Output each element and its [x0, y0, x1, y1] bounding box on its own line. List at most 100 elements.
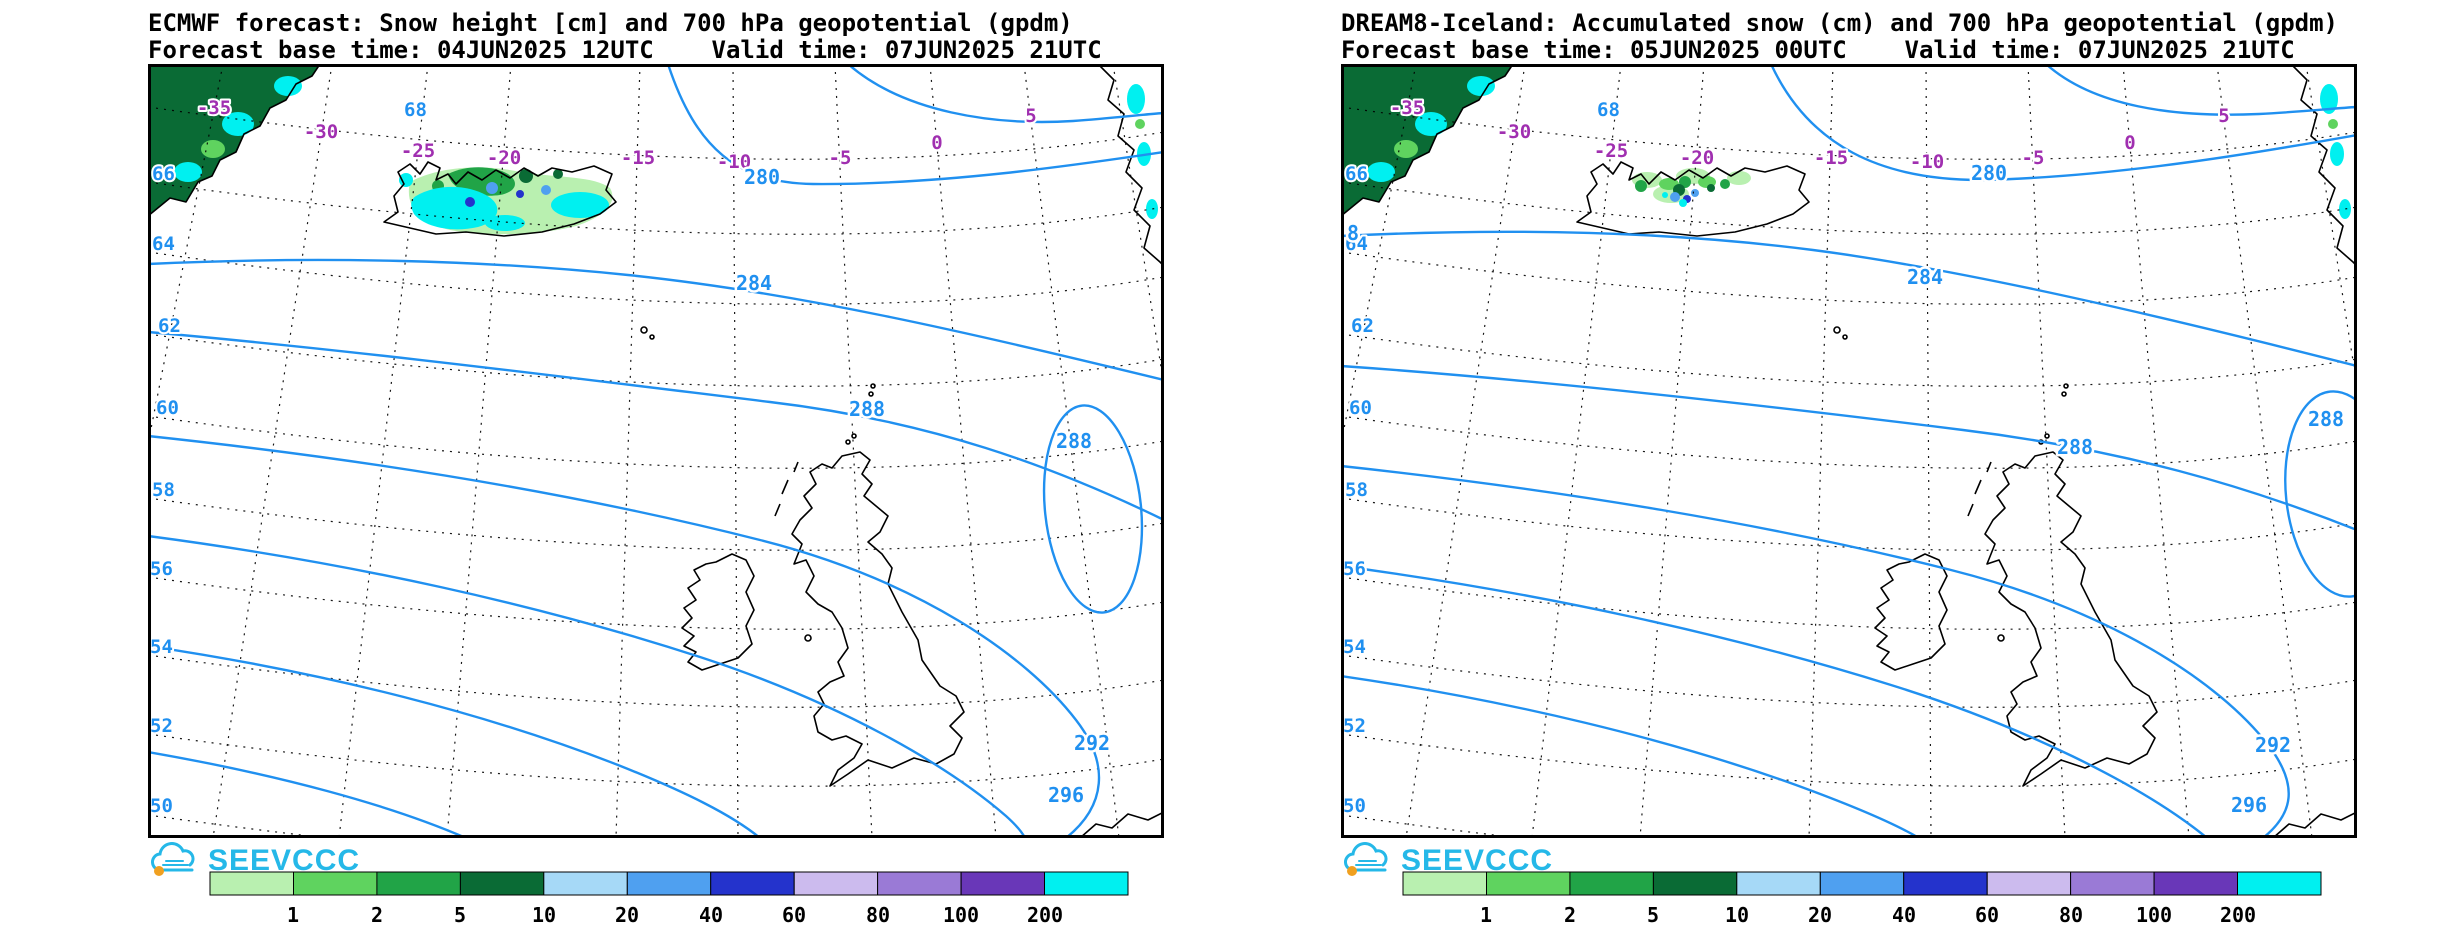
legend-tick: 10 [532, 903, 556, 927]
legend-swatch [1652, 871, 1738, 896]
lat-label: 58 [1345, 479, 1368, 501]
legend-swatch [626, 871, 712, 896]
lon-label: -35 [1390, 97, 1424, 119]
lon-label: -15 [621, 147, 655, 169]
longitude-labels: -35 -30 -25 -20 -15 -10 -5 0 5 [195, 95, 1039, 175]
shared-coastlines [1341, 64, 2357, 838]
contour-label: 292 [1074, 731, 1110, 755]
map-title: ECMWF forecast: Snow height [cm] and 700… [148, 9, 1073, 37]
legend-tick: 60 [782, 903, 806, 927]
legend-tick: 80 [866, 903, 890, 927]
panel-ecmwf: ECMWF forecast: Snow height [cm] and 700… [148, 0, 1164, 927]
legend-swatch [710, 871, 795, 896]
lon-label: 0 [2124, 132, 2135, 154]
legend-tick-labels: 1 2 5 10 20 40 60 80 100 200 [1480, 903, 2256, 927]
legend-tick: 20 [615, 903, 639, 927]
lat-label: 62 [1351, 315, 1374, 337]
contour-label: 292 [2255, 733, 2291, 757]
lat-label: 52 [1343, 715, 1366, 737]
map-footer: SEEVCCC 1 2 5 10 20 40 [148, 842, 1164, 927]
lon-label: -20 [1680, 147, 1714, 169]
legend-swatch [960, 871, 1046, 896]
contour-label: 288 [849, 397, 885, 421]
legend-swatch [877, 871, 962, 896]
legend-tick: 200 [1027, 903, 1063, 927]
lat-label: 52 [150, 715, 173, 737]
lon-label: 5 [2218, 105, 2229, 127]
contour-label: 284 [736, 271, 772, 295]
shared-graticule [1341, 64, 2357, 838]
sun-dot [154, 866, 164, 876]
legend-swatch [1736, 871, 1821, 896]
lat-label: 64 [152, 233, 175, 255]
contour-label: 8 [1347, 221, 1359, 245]
lat-label: 66 [152, 163, 175, 185]
map-subtitle: Forecast base time: 04JUN2025 12UTC Vali… [148, 36, 1102, 64]
lat-label: 56 [1343, 558, 1366, 580]
lat-label: 62 [158, 315, 181, 337]
legend-cells [1402, 871, 2322, 896]
legend-tick: 5 [1647, 903, 1659, 927]
lat-label: 54 [150, 636, 173, 658]
contour-label: 288 [2057, 435, 2093, 459]
legend-swatch [1903, 871, 1988, 896]
legend-swatch [293, 871, 378, 896]
geopotential-contours [148, 64, 1164, 838]
legend-swatch [2070, 871, 2155, 896]
lon-label: -5 [829, 147, 852, 169]
legend-tick: 20 [1808, 903, 1832, 927]
shared-graticule [148, 64, 1164, 838]
legend-swatch [793, 871, 879, 896]
lat-label: 50 [1343, 795, 1366, 817]
legend-tick: 100 [2136, 903, 2172, 927]
lat-label: 68 [1597, 99, 1620, 121]
contour-label: 280 [1971, 161, 2007, 185]
lon-label: -10 [717, 151, 751, 173]
legend-swatch [1486, 871, 1571, 896]
map-subtitle: Forecast base time: 05JUN2025 00UTC Vali… [1341, 36, 2295, 64]
latitude-labels: 68 66 64 62 60 58 56 54 52 50 [1341, 97, 1622, 819]
contour-label: 296 [1048, 783, 1084, 807]
legend-tick: 1 [287, 903, 299, 927]
legend-tick: 40 [1892, 903, 1916, 927]
lon-label: -25 [401, 140, 435, 162]
seevccc-cloud-icon [151, 842, 195, 876]
panel-dream8: DREAM8-Iceland: Accumulated snow (cm) an… [1341, 0, 2357, 927]
lon-label: -35 [197, 97, 231, 119]
lon-label: -15 [1814, 147, 1848, 169]
legend-swatch [459, 871, 545, 896]
snow-color-scale: 1 2 5 10 20 40 60 80 100 200 [209, 871, 1129, 927]
contour-value-labels: 280 284 288 288 292 296 8 [1344, 159, 2346, 820]
lon-label: -10 [1910, 151, 1944, 173]
shared-land-shading [148, 64, 1158, 219]
legend-tick-labels: 1 2 5 10 20 40 60 80 100 200 [287, 903, 1063, 927]
legend-swatch [1044, 871, 1129, 896]
legend-swatch [1986, 871, 2072, 896]
latitude-labels: 68 66 64 62 60 58 56 54 52 50 [148, 97, 429, 819]
snow-color-scale: 1 2 5 10 20 40 60 80 100 200 [1402, 871, 2322, 927]
shared-coastlines [148, 64, 1164, 838]
legend-swatch [1402, 871, 1487, 896]
legend-swatch [543, 871, 628, 896]
shared-land-shading [1341, 64, 2351, 219]
lon-label: 0 [931, 132, 942, 154]
contour-label: 288 [2308, 407, 2344, 431]
legend-tick: 40 [699, 903, 723, 927]
contour-label: 296 [2231, 793, 2267, 817]
legend-cells [209, 871, 1129, 896]
legend-tick: 1 [1480, 903, 1492, 927]
legend-tick: 60 [1975, 903, 1999, 927]
contour-value-labels: 280 284 288 288 292 296 [733, 163, 1112, 810]
lat-label: 56 [150, 558, 173, 580]
legend-swatch [2237, 871, 2322, 896]
map-ecmwf: -35 -30 -25 -20 -15 -10 -5 0 5 68 66 64 … [148, 64, 1164, 838]
iceland-snow-shading [399, 167, 613, 235]
map-border [1341, 64, 2357, 838]
lat-label: 64 [1345, 233, 1368, 255]
legend-tick: 80 [2059, 903, 2083, 927]
legend-tick: 2 [1564, 903, 1576, 927]
lon-label: -5 [2022, 147, 2045, 169]
map-title: DREAM8-Iceland: Accumulated snow (cm) an… [1341, 9, 2338, 37]
legend-tick: 200 [2220, 903, 2256, 927]
